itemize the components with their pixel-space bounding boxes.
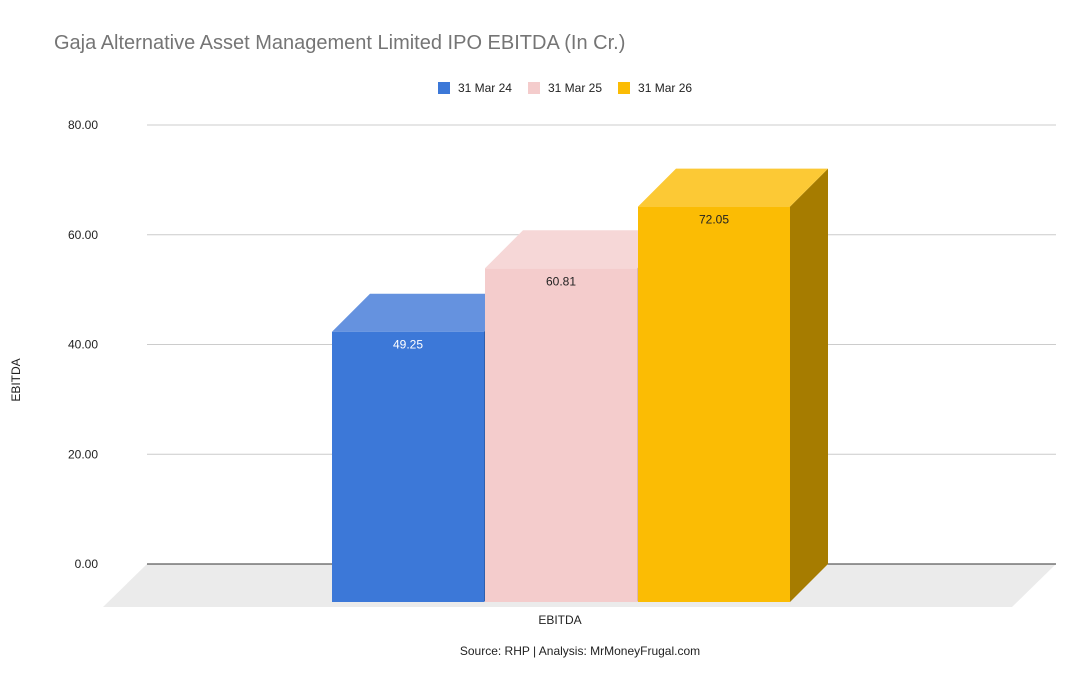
bar-2	[638, 206, 790, 603]
y-tick-label: 60.00	[68, 228, 98, 242]
data-label-0: 49.25	[393, 338, 423, 352]
bar-side-2	[790, 168, 828, 603]
bar-top-1	[485, 230, 675, 269]
legend-item-0[interactable]: 31 Mar 24	[437, 81, 512, 95]
legend-swatch-2	[618, 82, 631, 94]
bar-top-2	[638, 168, 828, 207]
legend: 31 Mar 24 31 Mar 25 31 Mar 26	[0, 81, 1090, 95]
legend-label-0: 31 Mar 24	[457, 81, 512, 95]
legend-item-1[interactable]: 31 Mar 25	[527, 81, 603, 95]
legend-item-2[interactable]: 31 Mar 26	[618, 81, 692, 95]
bar-1	[485, 268, 637, 602]
bar-0	[332, 331, 484, 602]
legend-label-2: 31 Mar 26	[638, 81, 693, 95]
data-label-1: 60.81	[546, 274, 576, 288]
legend-swatch-1	[527, 82, 540, 94]
chart-title: Gaja Alternative Asset Management Limite…	[54, 32, 626, 54]
bar-top-0	[332, 293, 522, 332]
source-note: Source: RHP | Analysis: MrMoneyFrugal.co…	[459, 644, 701, 658]
legend-label-1: 31 Mar 25	[547, 81, 603, 95]
y-tick-label: 20.00	[68, 447, 98, 461]
data-label-2: 72.05	[699, 213, 729, 227]
y-tick-label: 0.00	[75, 557, 99, 571]
x-tick-label: EBITDA	[538, 613, 581, 627]
y-tick-label: 40.00	[68, 338, 98, 352]
y-tick-label: 80.00	[68, 118, 98, 132]
legend-swatch-0	[437, 82, 450, 94]
